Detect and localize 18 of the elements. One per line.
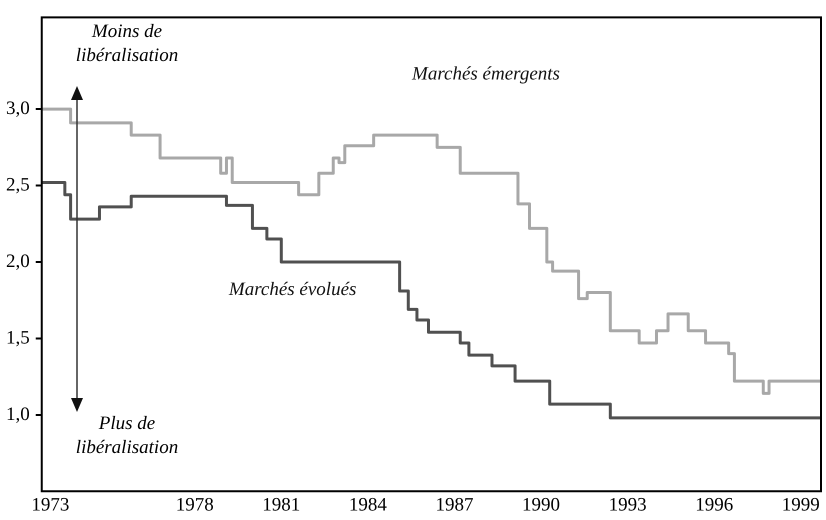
x-tick-label: 1984: [348, 494, 388, 516]
annotation: Moins de libéralisation: [74, 20, 180, 68]
x-tick-label: 1993: [608, 494, 647, 516]
x-tick-label: 1990: [522, 494, 560, 516]
y-tick-label: 1,0: [6, 404, 30, 425]
x-tick-label: 1999: [782, 494, 820, 516]
text: Marchés émergents: [411, 63, 560, 84]
annotation: Plus de libéralisation: [74, 412, 180, 460]
y-tick-label: 2,0: [6, 250, 30, 272]
x-tick-label: 1981: [262, 494, 300, 516]
x-tick-label: 1978: [176, 494, 214, 516]
x-tick-label: 1996: [695, 494, 734, 516]
x-tick-label: 1987: [435, 494, 474, 516]
y-tick-label: 3,0: [6, 98, 30, 120]
x-tick-label: 1973: [31, 494, 70, 516]
series-label: Marchés évolués: [228, 278, 356, 300]
y-tick-label: 2,5: [6, 174, 30, 196]
y-tick-label: 1,5: [6, 327, 30, 348]
